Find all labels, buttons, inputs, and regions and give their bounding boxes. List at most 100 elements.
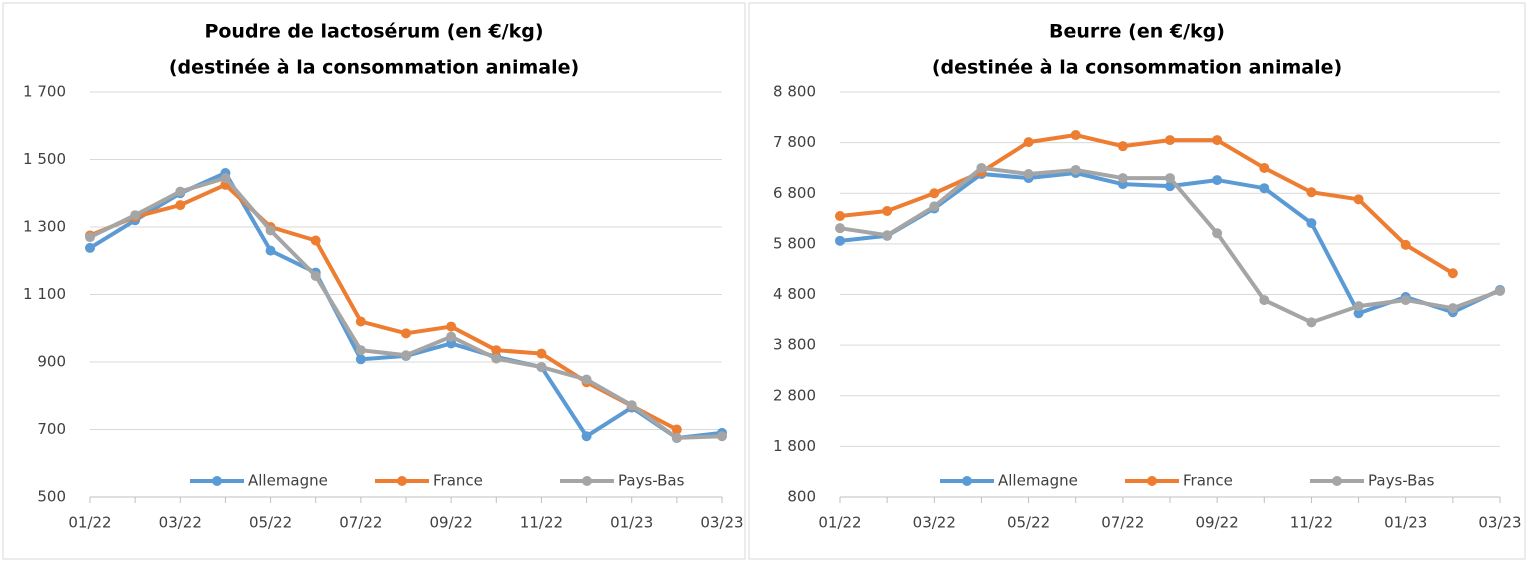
data-point xyxy=(85,242,95,253)
x-tick-label: 01/22 xyxy=(68,514,111,532)
legend-marker xyxy=(582,476,592,486)
data-point xyxy=(1400,295,1411,306)
y-tick-label: 8 800 xyxy=(773,83,816,101)
chart-subtitle: (destinée à la consommation animale) xyxy=(932,57,1342,79)
data-point xyxy=(882,230,893,241)
data-point xyxy=(671,424,682,435)
legend-marker xyxy=(962,476,972,486)
data-point xyxy=(85,232,95,243)
legend-label: France xyxy=(1183,472,1233,490)
data-point xyxy=(1259,295,1270,306)
data-point xyxy=(536,362,547,373)
x-tick-label: 09/22 xyxy=(1196,514,1239,532)
x-tick-label: 03/23 xyxy=(700,514,743,532)
x-tick-label: 05/22 xyxy=(1007,514,1050,532)
data-point xyxy=(310,270,321,281)
data-point xyxy=(929,188,940,199)
data-point xyxy=(1495,285,1505,296)
chart-title: Beurre (en €/kg) xyxy=(1049,21,1225,43)
data-point xyxy=(265,225,276,236)
x-tick-label: 05/22 xyxy=(249,514,292,532)
data-point xyxy=(1212,175,1223,186)
legend-label: France xyxy=(433,472,483,490)
legend-label: Allemagne xyxy=(998,472,1078,490)
data-point xyxy=(1212,135,1223,146)
data-point xyxy=(1212,228,1223,239)
y-tick-label: 500 xyxy=(37,488,66,506)
data-point xyxy=(1306,187,1317,198)
y-tick-label: 1 300 xyxy=(23,218,66,236)
data-point xyxy=(1117,141,1128,152)
legend-marker xyxy=(1332,476,1342,486)
y-tick-label: 700 xyxy=(37,420,66,438)
y-tick-label: 3 800 xyxy=(773,336,816,354)
legend-marker xyxy=(1147,476,1157,486)
y-tick-label: 1 800 xyxy=(773,437,816,455)
series-line xyxy=(839,133,1454,275)
x-tick-label: 01/23 xyxy=(610,514,653,532)
data-point xyxy=(1353,308,1364,319)
data-point xyxy=(1165,135,1175,146)
data-point xyxy=(175,200,186,211)
x-tick-label: 03/22 xyxy=(913,514,956,532)
data-point xyxy=(265,245,276,256)
data-point xyxy=(882,205,893,216)
data-point xyxy=(1070,164,1081,175)
data-point xyxy=(1306,218,1317,229)
data-point xyxy=(446,321,457,332)
x-tick-label: 11/22 xyxy=(1290,514,1333,532)
x-tick-label: 01/22 xyxy=(818,514,861,532)
data-point xyxy=(717,431,727,442)
chart-subtitle: (destinée à la consommation animale) xyxy=(169,57,579,79)
data-point xyxy=(536,348,547,359)
data-point xyxy=(130,210,141,221)
legend-marker xyxy=(397,476,407,486)
panel xyxy=(2,2,746,560)
data-point xyxy=(175,186,186,197)
data-point xyxy=(1117,173,1128,184)
y-tick-label: 2 800 xyxy=(773,386,816,404)
y-tick-label: 1 500 xyxy=(23,150,66,168)
legend-label: Allemagne xyxy=(248,472,328,490)
data-point xyxy=(976,162,987,173)
chart-title: Poudre de lactosérum (en €/kg) xyxy=(204,21,543,43)
data-point xyxy=(1259,183,1270,194)
x-tick-label: 09/22 xyxy=(430,514,473,532)
legend-label: Pays-Bas xyxy=(618,472,685,490)
data-point xyxy=(491,353,502,364)
y-tick-label: 6 800 xyxy=(773,184,816,202)
data-point xyxy=(929,201,940,212)
data-point xyxy=(1070,130,1081,141)
y-tick-label: 1 100 xyxy=(23,285,66,303)
data-point xyxy=(1353,301,1364,312)
data-point xyxy=(626,400,637,411)
legend-marker xyxy=(212,476,222,486)
data-point xyxy=(220,173,231,184)
data-point xyxy=(1259,162,1270,173)
y-tick-label: 1 700 xyxy=(23,83,66,101)
data-point xyxy=(355,354,366,365)
data-point xyxy=(1400,239,1411,250)
legend-label: Pays-Bas xyxy=(1368,472,1435,490)
x-tick-label: 07/22 xyxy=(339,514,382,532)
data-point xyxy=(1165,173,1175,184)
data-point xyxy=(671,432,682,443)
data-point xyxy=(1306,317,1317,328)
data-point xyxy=(446,331,457,342)
y-tick-label: 4 800 xyxy=(773,285,816,303)
data-point xyxy=(835,223,845,234)
x-tick-label: 07/22 xyxy=(1101,514,1144,532)
data-point xyxy=(835,235,845,246)
data-point xyxy=(581,431,592,442)
data-point xyxy=(355,345,366,356)
y-tick-label: 5 800 xyxy=(773,234,816,252)
x-tick-label: 03/23 xyxy=(1478,514,1521,532)
data-point xyxy=(401,328,411,339)
data-point xyxy=(1447,303,1458,314)
x-tick-label: 11/22 xyxy=(520,514,563,532)
y-tick-label: 7 800 xyxy=(773,133,816,151)
data-point xyxy=(1353,194,1364,205)
y-tick-label: 900 xyxy=(37,353,66,371)
